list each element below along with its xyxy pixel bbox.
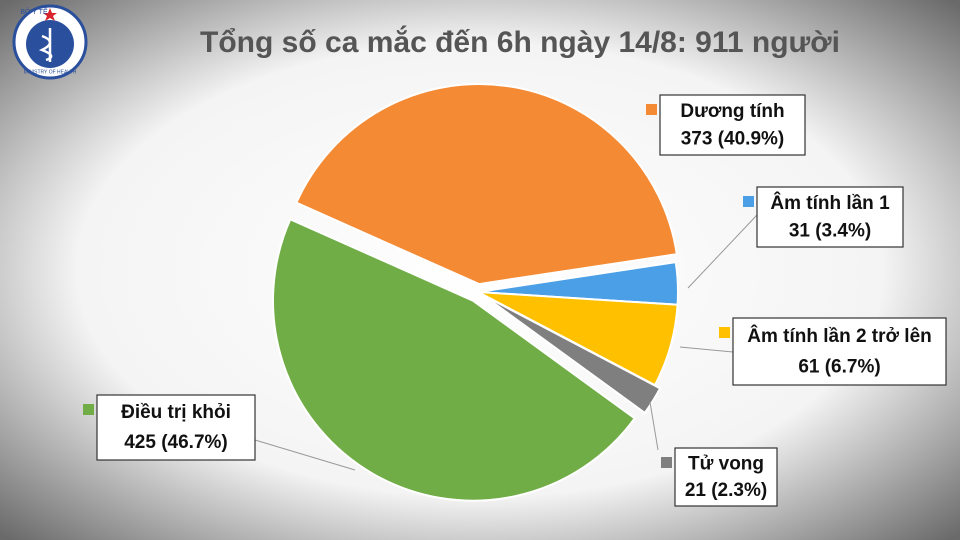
label-box (756, 186, 904, 248)
logo: BỘ Y TẾ MINISTRY OF HEALTH (12, 4, 88, 80)
slice-label: Tử vong (688, 453, 764, 474)
leader-line (687, 214, 758, 289)
pie-slice (482, 294, 662, 415)
slice-label: Âm tính lần 2 trở lên (747, 325, 932, 347)
logo-symbol (38, 28, 53, 62)
leader-line (679, 346, 734, 353)
label-box (674, 447, 778, 507)
logo-star (43, 8, 57, 21)
legend-swatch (719, 327, 730, 338)
value-label: 61 (6.7%) (798, 357, 880, 378)
legend-swatch (646, 104, 657, 115)
chart-title: Tổng số ca mắc đến 6h ngày 14/8: 911 ngư… (200, 25, 840, 59)
pie-slice (295, 83, 678, 286)
legend-swatch (661, 457, 672, 468)
legend-swatch (83, 404, 94, 415)
slice-label: Dương tính (680, 101, 784, 122)
logo-bottom: MINISTRY OF HEALTH (24, 69, 77, 75)
label-box (732, 317, 947, 386)
value-label: 31 (3.4%) (789, 220, 871, 241)
label-box (659, 94, 806, 156)
pie-slice (272, 217, 637, 502)
leader-line (649, 401, 659, 451)
value-label: 373 (40.9%) (681, 128, 785, 149)
value-label: 425 (46.7%) (124, 432, 228, 453)
slice-label: Âm tính lần 1 (770, 192, 890, 214)
label-box (96, 394, 256, 461)
legend-swatch (743, 196, 754, 207)
logo-top: BỘ Y TẾ (20, 6, 48, 16)
leader-line (254, 439, 356, 471)
slice-label: Điều trị khỏi (121, 402, 231, 423)
value-label: 21 (2.3%) (685, 480, 767, 501)
